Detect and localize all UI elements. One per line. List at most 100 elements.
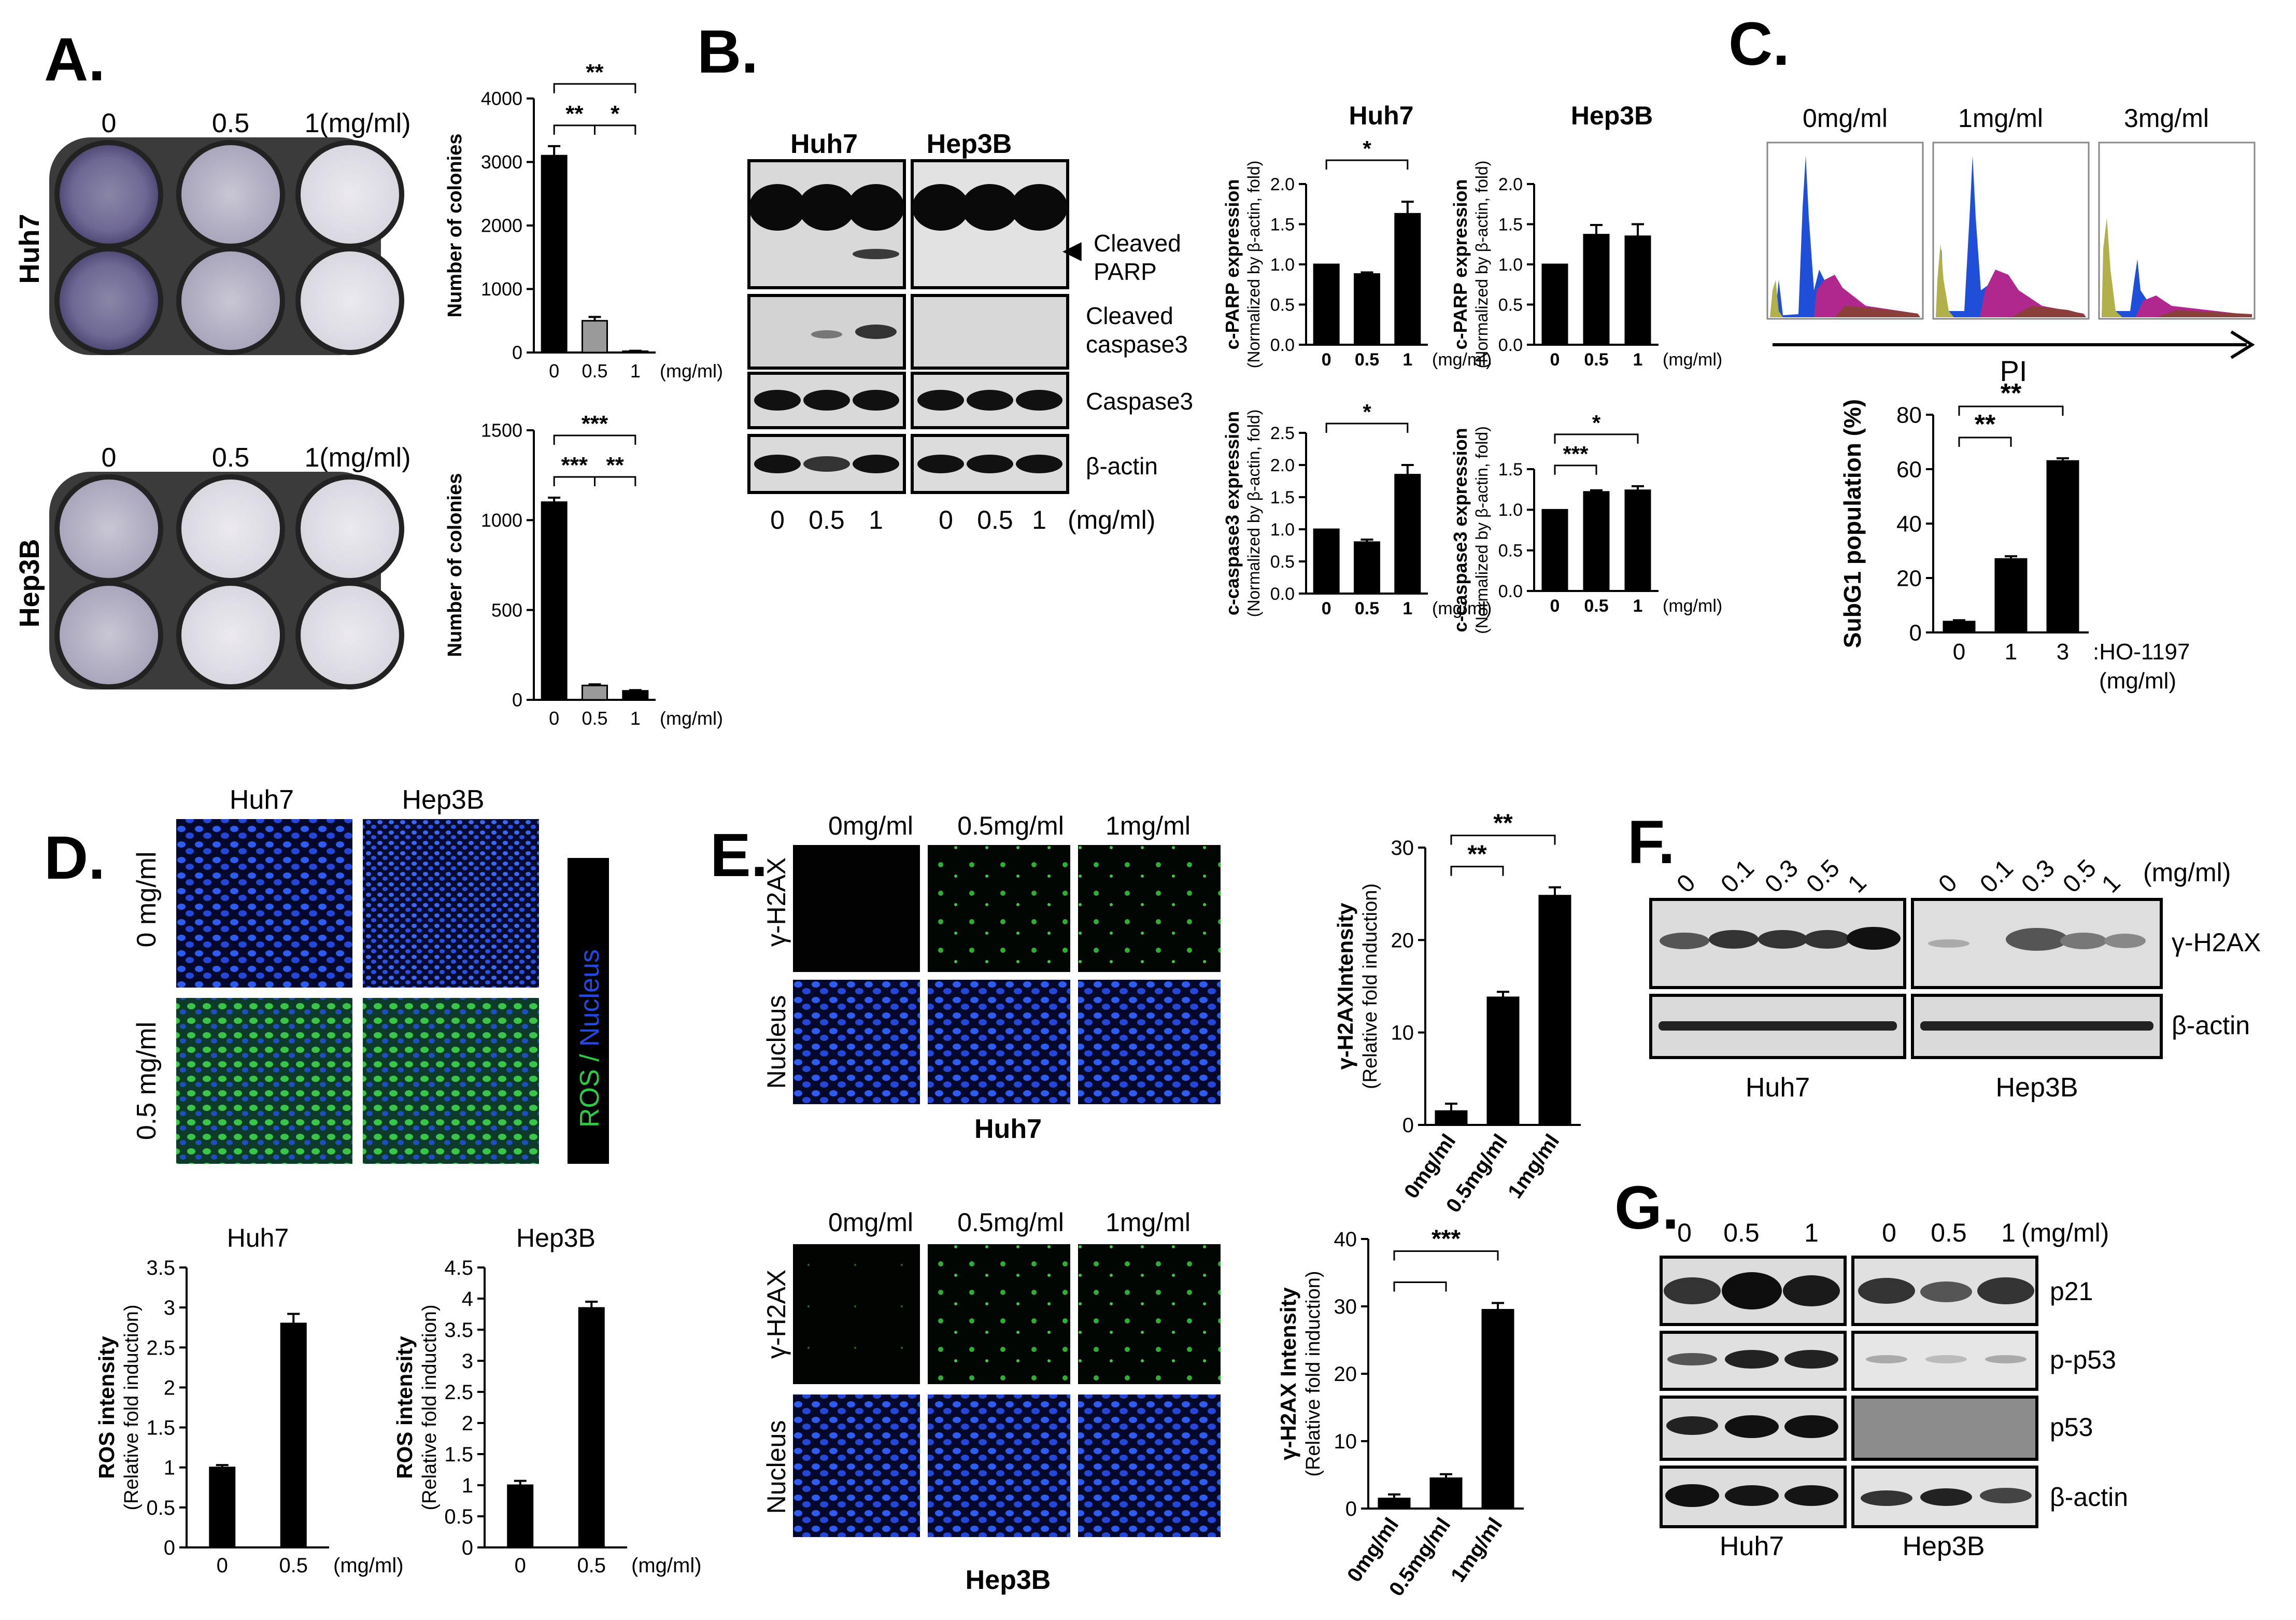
cell-line-label: Huh7 (1720, 1531, 1784, 1561)
micrograph (928, 1394, 1070, 1537)
micrograph (928, 1244, 1070, 1384)
blot-band (1667, 1353, 1717, 1365)
y-tick-label: 0 (512, 689, 522, 711)
y-tick-label: 0.0 (1498, 335, 1523, 355)
stain-legend-label: ROS / Nucleus (575, 949, 605, 1128)
x-tick-label: 1 (630, 360, 641, 382)
blot-band (1725, 1415, 1779, 1438)
y-axis-label: (Relative fold induction) (1359, 883, 1381, 1089)
y-tick-label: 3.5 (444, 1319, 473, 1342)
row-label: Nucleus (762, 995, 791, 1089)
colony-dish (54, 140, 163, 249)
bar (1354, 541, 1380, 595)
blot-band (961, 184, 1018, 231)
row-label: Nucleus (762, 1420, 791, 1514)
dose-title: 1mg/ml (1106, 1208, 1190, 1237)
significance-label: ** (606, 453, 625, 478)
blot-band (1011, 184, 1068, 231)
blot-band (853, 249, 899, 259)
micrograph (363, 998, 539, 1164)
bar (541, 501, 568, 701)
blot-band (1985, 1355, 2026, 1363)
y-tick-label: 2.5 (444, 1381, 473, 1404)
x-tick-label: 1mg/ml (1447, 1514, 1507, 1586)
row-label-huh7: Huh7 (14, 214, 45, 284)
y-tick-label: 0.0 (1498, 582, 1523, 601)
blot-band (1928, 939, 1969, 948)
bar (1624, 489, 1651, 592)
significance-bracket (1325, 422, 1409, 433)
lane-label: 0.5 (977, 505, 1013, 534)
panel-letter-e: E. (710, 821, 768, 890)
x-tick-label: 1 (1402, 350, 1412, 370)
significance-bracket (553, 83, 636, 93)
histogram-title: 1mg/ml (1958, 104, 2043, 133)
blot-band (1980, 1488, 2032, 1503)
dose-title: 0.5mg/ml (957, 1208, 1064, 1237)
x-tick-label: 1 (1402, 599, 1412, 618)
y-axis-label: SubG1 population (%) (1839, 399, 1866, 648)
dose-label: 1(mg/ml) (304, 443, 410, 473)
significance-bracket (1554, 433, 1639, 444)
row-label: γ-H2AX (762, 1270, 791, 1359)
bar (1378, 1498, 1411, 1510)
unit-label: (mg/ml) (1432, 350, 1492, 370)
blot-label: β-actin (1086, 453, 1158, 480)
dose-label: 1(mg/ml) (304, 108, 410, 138)
x-tick-label: 0 (1550, 350, 1560, 370)
blot-strip (1851, 1396, 2038, 1461)
blot-label: p53 (2050, 1413, 2093, 1442)
histogram-trace (1770, 280, 1783, 317)
dose-label: 0.5 (1931, 1218, 1967, 1247)
blot-band (847, 184, 904, 231)
significance-label: * (1592, 411, 1601, 435)
x-tick-label: 0 (549, 708, 559, 729)
significance-label: ** (2001, 378, 2022, 408)
y-tick-label: 4.5 (444, 1257, 473, 1279)
bar (1394, 213, 1421, 346)
y-axis-label: Number of colonies (444, 134, 466, 318)
y-tick-label: 3000 (481, 151, 522, 173)
y-tick-label: 1.5 (1270, 215, 1295, 234)
blot-band (1016, 390, 1062, 411)
colony-dish (295, 581, 404, 689)
blot-band (917, 455, 964, 473)
lane-label: 0.5 (809, 505, 845, 534)
bar (582, 684, 608, 701)
blot-band (2104, 934, 2146, 948)
panel-letter-d: D. (44, 824, 105, 892)
blot-band (749, 184, 806, 231)
x-tick-label: 0.5 (1355, 599, 1379, 618)
row-label-hep3b: Hep3B (14, 539, 45, 627)
micrograph (176, 998, 352, 1164)
blot-band (1847, 927, 1901, 950)
y-tick-label: 2.5 (1270, 424, 1295, 443)
significance-label: *** (1563, 442, 1589, 466)
blot-band (798, 184, 855, 231)
blot-band (754, 455, 801, 473)
lane-label: 0 (939, 505, 953, 534)
dose-label: 0 (102, 443, 117, 473)
x-tick-label: 0 (1550, 596, 1560, 616)
bar (582, 320, 608, 354)
histogram-trace (1980, 270, 2086, 317)
y-tick-label: 60 (1896, 457, 1922, 482)
blot-band (1858, 1278, 1915, 1304)
dose-label: 1 (1843, 869, 1872, 898)
micrograph (1078, 980, 1221, 1104)
colony-dish (176, 581, 285, 689)
y-tick-label: 0.5 (444, 1505, 473, 1528)
bar (1313, 263, 1340, 346)
unit-label: (mg/ml) (1663, 596, 1722, 616)
y-tick-label: 2 (164, 1376, 175, 1399)
y-tick-label: 0 (462, 1537, 473, 1559)
blot-band (1660, 933, 1709, 949)
x-tick-label: 0 (1953, 639, 1965, 665)
significance-label: ** (1493, 810, 1513, 837)
dose-label: 0.5 (2058, 854, 2102, 898)
blot-band (1758, 930, 1808, 949)
blot-label: β-actin (2050, 1483, 2128, 1512)
y-tick-label: 10 (1391, 1022, 1414, 1045)
